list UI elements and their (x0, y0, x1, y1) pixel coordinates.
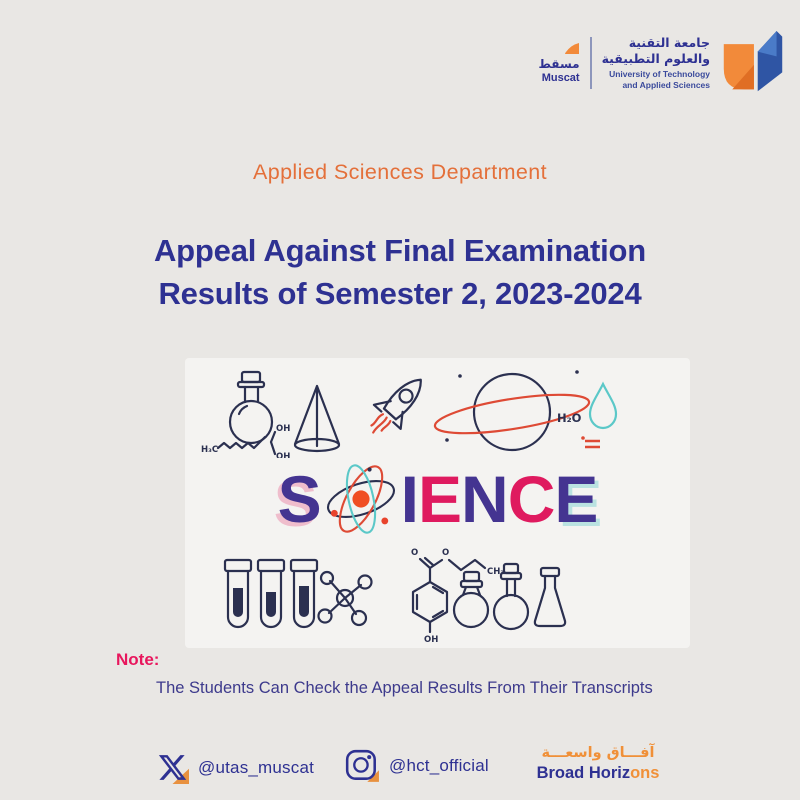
science-letter-i: I (400, 462, 419, 536)
volumetric-flask-doodle-icon (492, 562, 530, 631)
department-heading: Applied Sciences Department (252, 160, 548, 184)
science-letter-c: C (507, 462, 556, 536)
atom-icon (326, 464, 395, 534)
cone-doodle-icon (293, 384, 341, 453)
campus-name-english: Muscat (541, 71, 580, 84)
title-line-2: Results of Semester 2, 2023-2024 (158, 276, 642, 311)
university-name-english-2: and Applied Sciences (622, 79, 710, 90)
campus-name-arabic: مسقط (538, 56, 580, 71)
chemical-chain-doodle: H₃C OH OH (201, 424, 290, 458)
science-doodles-top: H₃C OH OH H₂O (201, 370, 618, 458)
science-letter-e2: E (554, 462, 598, 536)
muscat-flag-icon (564, 42, 579, 54)
instagram-link[interactable]: @hct_official (344, 748, 489, 784)
equals-doodle (585, 439, 600, 449)
science-illustration: H₃C OH OH H₂O (185, 358, 690, 648)
title-line-1: Appeal Against Final Examination (154, 233, 646, 268)
round-flask-doodle-icon (452, 570, 490, 629)
chem-label-o1: O (411, 548, 418, 558)
university-name-arabic-2: والعلوم التطبيقية (601, 50, 710, 66)
university-name-english-1: University of Technology (609, 68, 710, 79)
university-name-arabic-1: جامعة التقنية (628, 35, 710, 51)
science-letter-n: N (461, 462, 509, 536)
water-drop-doodle-icon: H₂O (557, 381, 618, 449)
university-name: جامعة التقنية والعلوم التطبيقية Universi… (602, 35, 710, 90)
chemical-structure-doodle: O O CH₃ OH (411, 548, 504, 645)
molecule-doodle-icon (317, 570, 373, 627)
broad-horizons-arabic: آفـــاق واسعـــة (541, 745, 655, 761)
logo-divider (589, 37, 592, 89)
x-twitter-icon (158, 755, 189, 784)
university-logo: مسقط Muscat جامعة التقنية والعلوم التطبي… (538, 28, 786, 98)
erlenmeyer-flask-doodle-icon (533, 566, 567, 628)
science-doodles-bottom: O O CH₃ OH (223, 548, 567, 645)
chem-label-oh-ring: OH (424, 635, 438, 645)
note-label: Note: (116, 650, 160, 669)
instagram-handle: @hct_official (389, 756, 489, 775)
test-tubes-doodle-icon (223, 558, 319, 629)
science-letter-e1: E (417, 462, 462, 536)
broad-horizons-english: Broad Horizons (530, 763, 666, 784)
h2o-label: H₂O (557, 411, 582, 425)
chem-label-oh-up: OH (276, 424, 290, 434)
campus-label: مسقط Muscat (538, 42, 580, 84)
instagram-icon (345, 749, 379, 782)
broad-horizons-navy-text: Broad Horiz (536, 764, 631, 783)
flask-doodle-icon (228, 370, 274, 445)
broad-horizons-logo: آفـــاق واسعـــة Broad Horizons (530, 744, 666, 784)
page-title: Appeal Against Final Examination Results… (0, 229, 800, 315)
twitter-handle: @utas_muscat (198, 757, 315, 777)
rocket-doodle-icon (370, 378, 422, 434)
science-word: S I E N C E (185, 458, 690, 540)
broad-horizons-orange-text: ons (630, 764, 660, 783)
science-letter-s: S (277, 462, 322, 536)
saturn-doodle-icon (433, 370, 591, 452)
utas-logo-icon (723, 30, 783, 92)
chem-label-h3c: H₃C (201, 445, 218, 455)
chem-label-o2: O (442, 548, 449, 558)
note-text: The Students Can Check the Appeal Result… (156, 679, 653, 697)
chem-label-oh-down: OH (276, 452, 290, 458)
twitter-link[interactable]: @utas_muscat (156, 751, 314, 784)
chem-label-ch3: CH₃ (487, 567, 504, 577)
